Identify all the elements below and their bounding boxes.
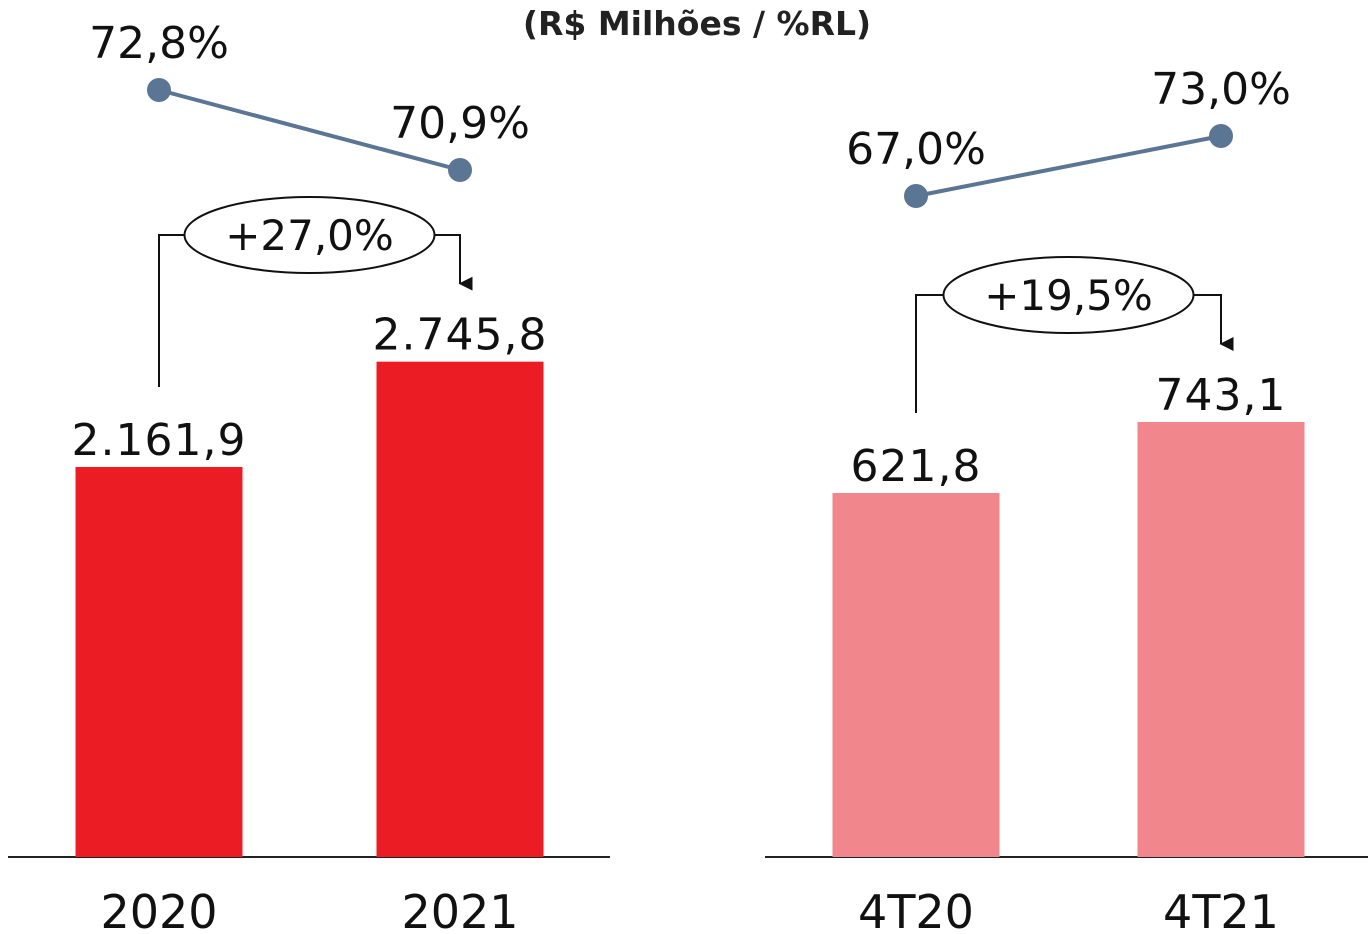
panel-quarterly: 621,8 4T20 743,1 4T21 67,0% 73,0% +19,5%	[765, 64, 1368, 934]
margin-value-label: 73,0%	[1151, 64, 1291, 115]
growth-bracket-left	[158, 234, 185, 387]
margin-point	[904, 184, 928, 208]
bar-4T21	[1137, 421, 1305, 857]
bar-2020	[75, 467, 243, 857]
growth-ellipse	[183, 196, 436, 274]
growth-ellipse	[942, 256, 1195, 334]
margin-line	[158, 88, 461, 172]
margin-point	[1209, 124, 1233, 148]
margin-point	[448, 158, 472, 182]
bar-value-label: 2.745,8	[373, 310, 548, 361]
bar-value-label: 2.161,9	[72, 415, 247, 466]
growth-bracket-left	[915, 294, 944, 413]
growth-label: +27,0%	[225, 211, 394, 260]
margin-value-label: 72,8%	[89, 18, 229, 69]
category-tick-label: 4T21	[1163, 885, 1279, 934]
bar-2021	[376, 361, 544, 857]
bar-4T20	[832, 493, 1000, 857]
margin-value-label: 70,9%	[390, 98, 530, 149]
growth-bracket-arrow	[1193, 294, 1234, 351]
category-tick-label: 2021	[401, 885, 518, 934]
margin-point	[147, 78, 171, 102]
bar-value-label: 621,8	[851, 441, 982, 492]
margin-line	[915, 134, 1222, 198]
category-tick-label: 4T20	[858, 885, 974, 934]
bar-value-label: 743,1	[1156, 370, 1287, 421]
growth-bracket-arrow	[434, 234, 473, 291]
growth-label: +19,5%	[984, 271, 1153, 320]
category-tick-label: 2020	[100, 885, 217, 934]
panel-annual: 2.161,9 2020 2.745,8 2021 72,8% 70,9% +27,0%	[8, 18, 610, 934]
margin-value-label: 67,0%	[846, 124, 986, 175]
chart-subtitle: (R$ Milhões / %RL)	[523, 4, 871, 43]
